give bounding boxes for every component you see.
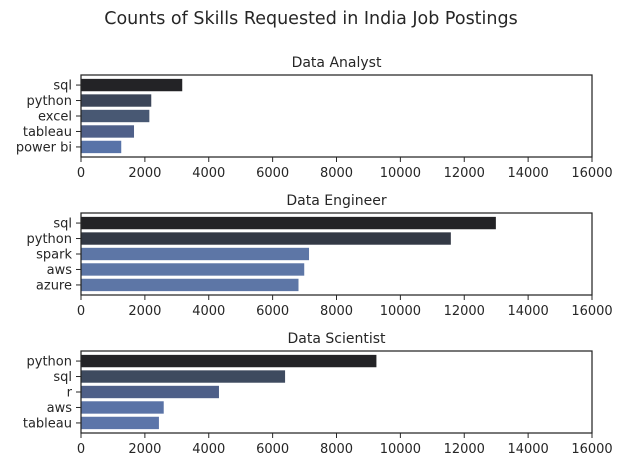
x-tick-label: 8000 (320, 304, 353, 319)
bar-sql (81, 78, 183, 92)
x-tick-label: 4000 (192, 442, 225, 457)
x-tick-label: 16000 (571, 442, 612, 457)
x-tick-label: 16000 (571, 166, 612, 181)
x-tick-label: 6000 (256, 166, 289, 181)
y-tick-label: aws (47, 263, 73, 278)
panel-frame (80, 212, 593, 296)
bar-spark (81, 247, 310, 261)
y-tick-label: tableau (23, 125, 72, 140)
bar-tableau (81, 125, 135, 138)
x-tick-label: 0 (77, 166, 85, 181)
y-tick-label: excel (38, 110, 72, 125)
x-tick-label: 4000 (192, 304, 225, 319)
panel-title: Data Engineer (286, 193, 386, 209)
bar-sql (81, 216, 496, 230)
y-tick-label: power bi (16, 140, 72, 155)
y-tick-label: sql (53, 79, 72, 94)
bar-tableau (81, 416, 159, 430)
y-tick-label: r (67, 386, 73, 401)
panel-frame (80, 350, 593, 434)
x-tick-label: 2000 (128, 442, 161, 457)
y-tick-label: azure (36, 278, 72, 293)
bar-excel (81, 109, 150, 123)
x-tick-label: 12000 (444, 304, 485, 319)
x-tick-label: 12000 (444, 166, 485, 181)
bar-python (81, 354, 377, 368)
bar-azure (81, 278, 299, 292)
x-tick-label: 4000 (192, 166, 225, 181)
x-tick-label: 14000 (507, 166, 548, 181)
panel-title: Data Scientist (288, 331, 387, 347)
y-tick-label: sql (53, 370, 72, 385)
y-tick-label: sql (53, 217, 72, 232)
x-tick-label: 10000 (380, 166, 421, 181)
x-tick-label: 12000 (444, 442, 485, 457)
bar-r (81, 385, 219, 399)
x-tick-label: 8000 (320, 442, 353, 457)
x-tick-label: 2000 (128, 304, 161, 319)
y-tick-label: spark (36, 248, 72, 263)
chart-title: Counts of Skills Requested in India Job … (104, 9, 517, 29)
x-tick-label: 6000 (256, 442, 289, 457)
panel-frame (80, 74, 593, 158)
y-tick-label: python (27, 232, 72, 247)
x-tick-label: 16000 (571, 304, 612, 319)
bar-aws (81, 401, 164, 414)
bar-python (81, 94, 152, 107)
x-tick-label: 6000 (256, 304, 289, 319)
y-tick-label: aws (47, 401, 73, 416)
x-tick-label: 0 (77, 304, 85, 319)
x-tick-label: 10000 (380, 304, 421, 319)
bar-power-bi (81, 140, 122, 154)
bar-sql (81, 370, 286, 383)
y-tick-label: tableau (23, 416, 72, 431)
bar-python (81, 232, 451, 245)
panel-title: Data Analyst (292, 55, 382, 71)
x-tick-label: 14000 (507, 304, 548, 319)
y-tick-label: python (27, 94, 72, 109)
y-tick-label: python (27, 355, 72, 370)
bar-aws (81, 263, 305, 276)
x-tick-label: 8000 (320, 166, 353, 181)
x-tick-label: 0 (77, 442, 85, 457)
x-tick-label: 14000 (507, 442, 548, 457)
x-tick-label: 10000 (380, 442, 421, 457)
x-tick-label: 2000 (128, 166, 161, 181)
